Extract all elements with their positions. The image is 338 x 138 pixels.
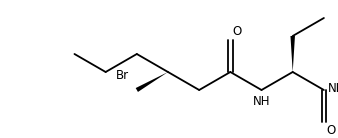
Text: Br: Br <box>116 69 129 82</box>
Text: O: O <box>326 124 335 137</box>
Text: O: O <box>232 25 242 38</box>
Polygon shape <box>290 36 295 72</box>
Text: NH: NH <box>253 95 270 108</box>
Text: NH₂: NH₂ <box>328 82 338 95</box>
Polygon shape <box>136 72 168 92</box>
